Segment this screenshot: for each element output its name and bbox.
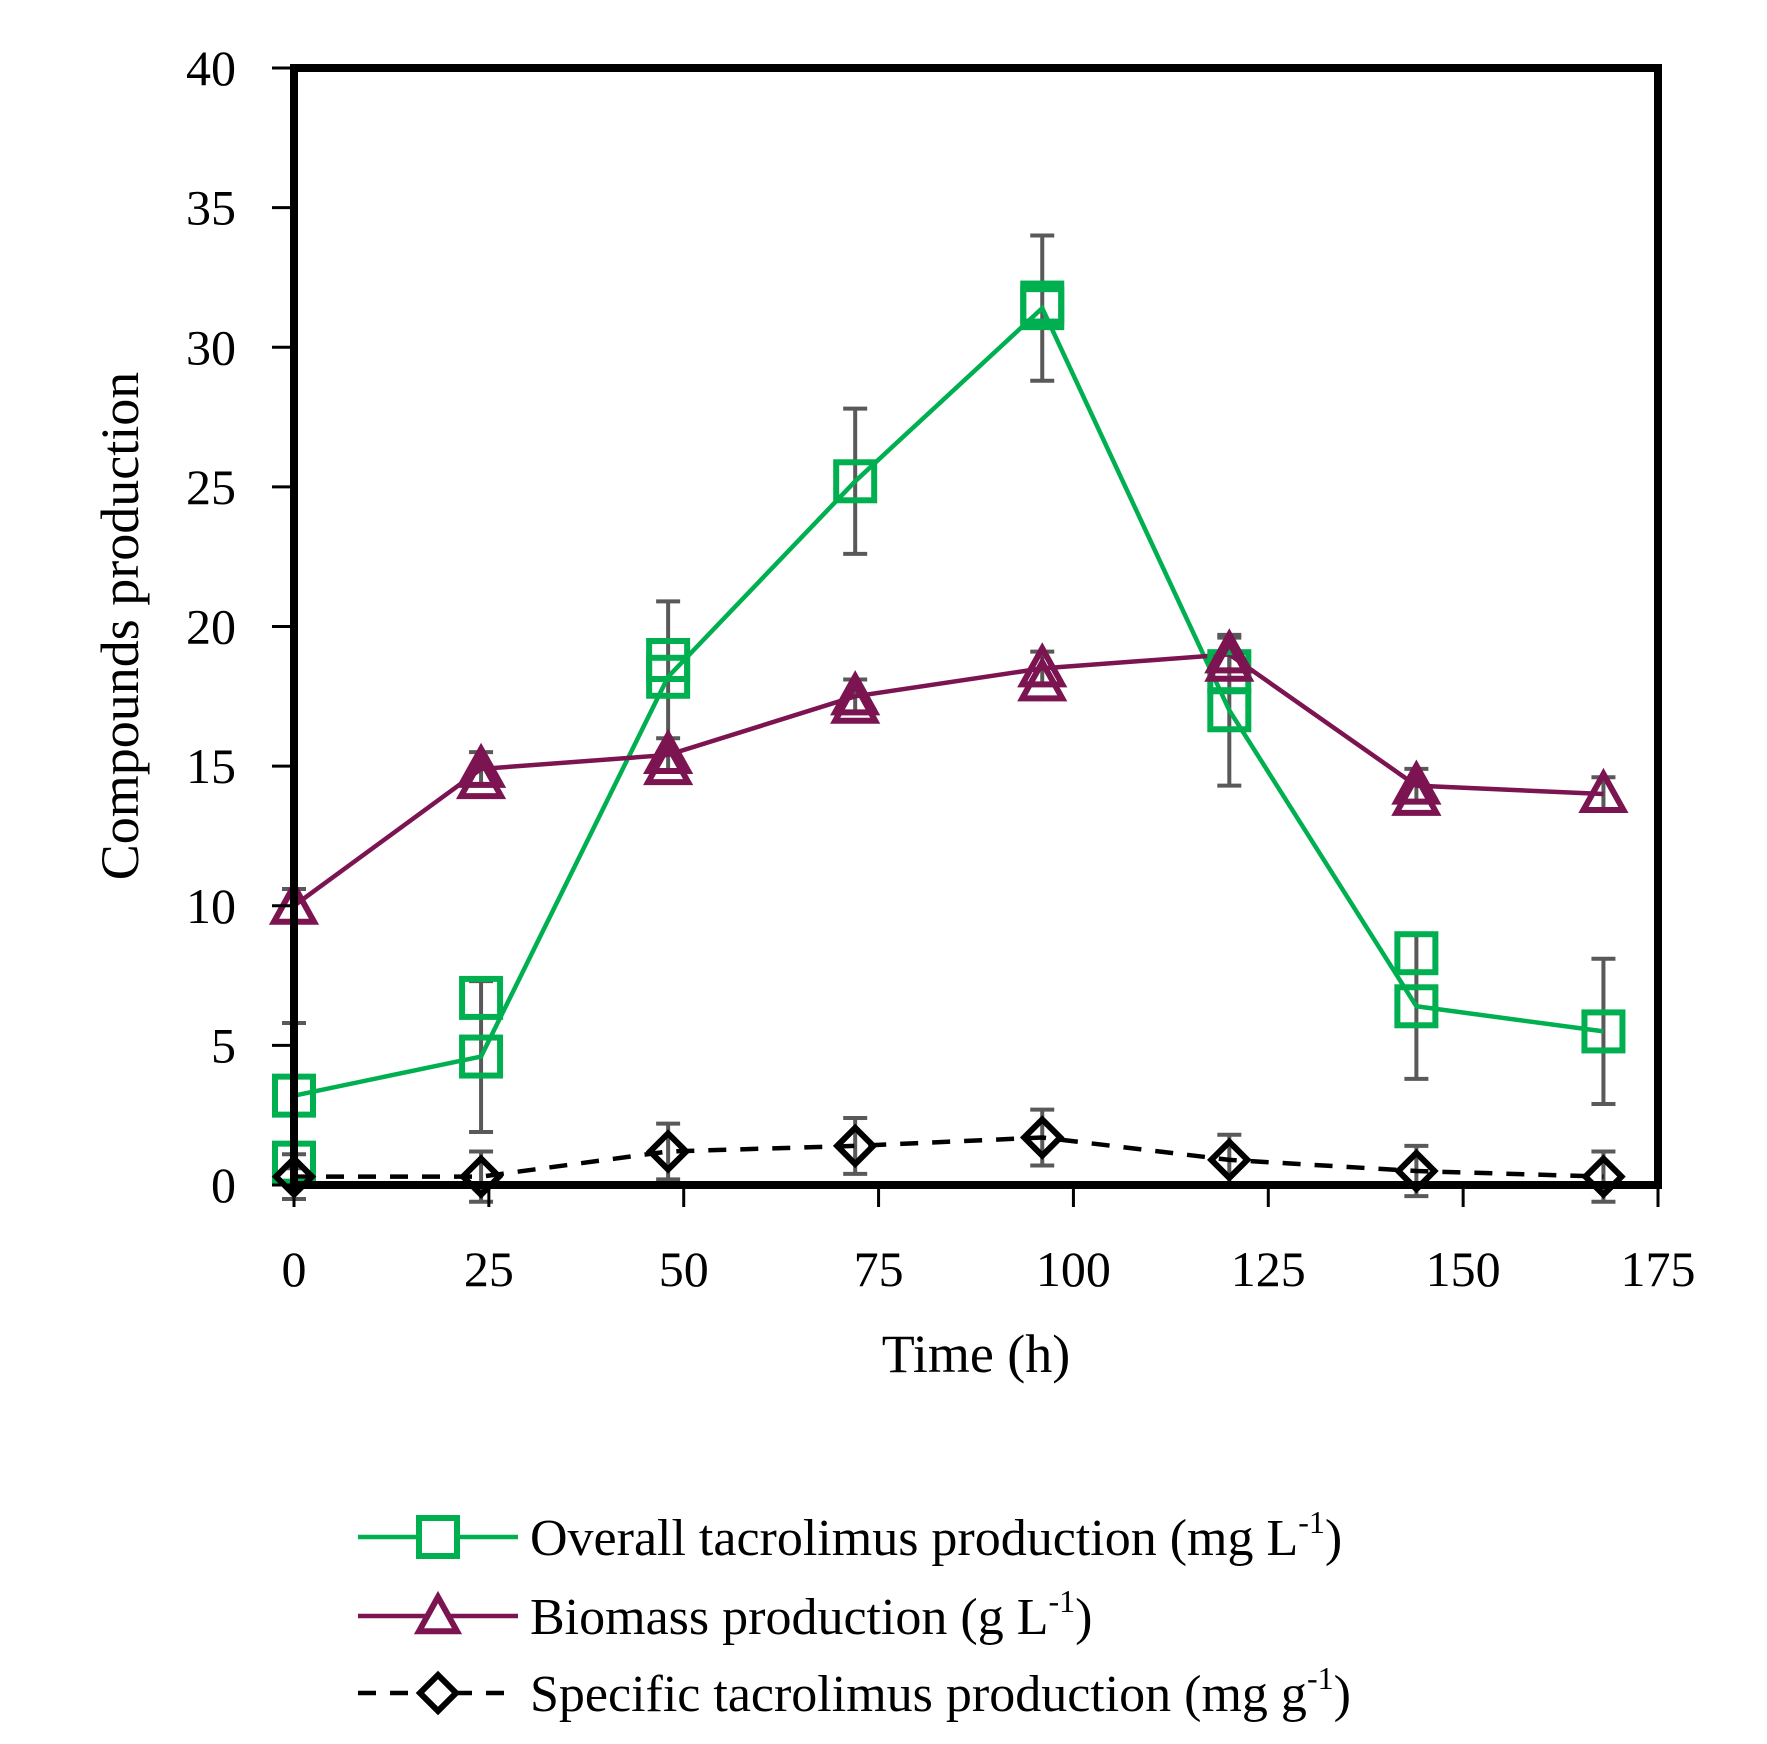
legend-entry: Biomass production (g L-1) (358, 1583, 1093, 1646)
x-tick-label: 75 (854, 1241, 904, 1297)
y-tick-label: 10 (186, 878, 236, 934)
y-tick-label: 0 (211, 1157, 236, 1213)
series-lines (292, 304, 1604, 1179)
square-marker (1207, 688, 1252, 733)
triangle-marker (1017, 642, 1068, 688)
y-tick-label: 40 (186, 40, 236, 96)
triangle-marker (643, 739, 694, 786)
legend-label-tail: ) (1334, 1666, 1351, 1723)
diamond-marker (1581, 1154, 1626, 1199)
triangle-marker (830, 678, 881, 724)
y-tick-label: 5 (211, 1017, 236, 1073)
square-marker (459, 975, 504, 1020)
square-marker (833, 459, 878, 504)
x-tick-label: 0 (282, 1241, 307, 1297)
legend-label-superscript: -1 (1298, 1504, 1325, 1540)
triangle-marker (455, 742, 507, 788)
y-tick-label: 30 (186, 319, 236, 375)
legend-label-tail: ) (1325, 1510, 1342, 1567)
x-tick-label: 125 (1231, 1241, 1306, 1297)
legend-square-marker (416, 1515, 460, 1559)
triangle-marker (1391, 759, 1442, 805)
x-tick-label: 150 (1426, 1241, 1501, 1297)
diamond-marker (458, 1154, 504, 1199)
triangle-marker (1578, 767, 1629, 814)
legend-label-superscript: -1 (1307, 1660, 1334, 1696)
legend-label-superscript: -1 (1049, 1583, 1076, 1619)
legend-label: Specific tacrolimus production (mg g-1) (530, 1660, 1351, 1723)
x-axis-title: Time (h) (882, 1324, 1071, 1384)
triangle-marker (643, 728, 694, 774)
y-tick-label: 15 (186, 738, 236, 794)
series-line-3 (294, 1135, 1604, 1179)
square-marker (646, 654, 691, 699)
square-marker (459, 1034, 504, 1079)
diamond-marker (1019, 1115, 1065, 1160)
y-axis-title: Compounds production (90, 372, 150, 881)
x-tick-label: 100 (1036, 1241, 1111, 1297)
legend-entry: Overall tacrolimus production (mg L-1) (358, 1504, 1342, 1567)
legend: Overall tacrolimus production (mg L-1)Bi… (358, 1504, 1351, 1723)
series-line-1 (293, 304, 1604, 1098)
square-marker (1394, 984, 1439, 1029)
x-tick-label: 25 (464, 1241, 514, 1297)
legend-label: Overall tacrolimus production (mg L-1) (530, 1504, 1342, 1567)
y-tick-label: 20 (186, 599, 236, 655)
legend-label: Biomass production (g L-1) (530, 1583, 1093, 1646)
y-tick-label: 25 (186, 459, 236, 515)
triangle-marker (455, 753, 507, 800)
series-line-2 (292, 652, 1604, 908)
legend-entry: Specific tacrolimus production (mg g-1) (358, 1660, 1351, 1723)
y-axis: 0 5 10 15 20 25 30 35 40 (186, 40, 294, 1213)
y-tick-label: 35 (186, 180, 236, 236)
legend-label-text: Overall tacrolimus production (mg L (530, 1510, 1298, 1567)
legend-label-text: Specific tacrolimus production (mg g (530, 1666, 1307, 1723)
triangle-marker (1204, 628, 1255, 674)
diamond-marker (1207, 1137, 1252, 1183)
x-tick-label: 175 (1621, 1241, 1696, 1297)
triangle-marker (1204, 636, 1255, 682)
legend-label-tail: ) (1075, 1589, 1092, 1646)
legend-label-text: Biomass production (g L (530, 1589, 1049, 1646)
x-tick-label: 50 (659, 1241, 709, 1297)
legend-diamond-marker (415, 1670, 461, 1716)
diamond-marker (645, 1129, 691, 1174)
square-marker (1581, 1009, 1626, 1054)
square-marker (1394, 931, 1439, 976)
square-marker (1020, 286, 1065, 331)
triangle-marker (1017, 656, 1068, 702)
triangle-marker (830, 670, 881, 716)
x-axis: 0 25 50 75 100 125 150 175 (282, 1185, 1696, 1297)
legend-triangle-marker (413, 1590, 463, 1635)
triangle-marker (1391, 770, 1442, 816)
diamond-marker (1394, 1148, 1439, 1194)
diamond-marker (832, 1123, 878, 1169)
